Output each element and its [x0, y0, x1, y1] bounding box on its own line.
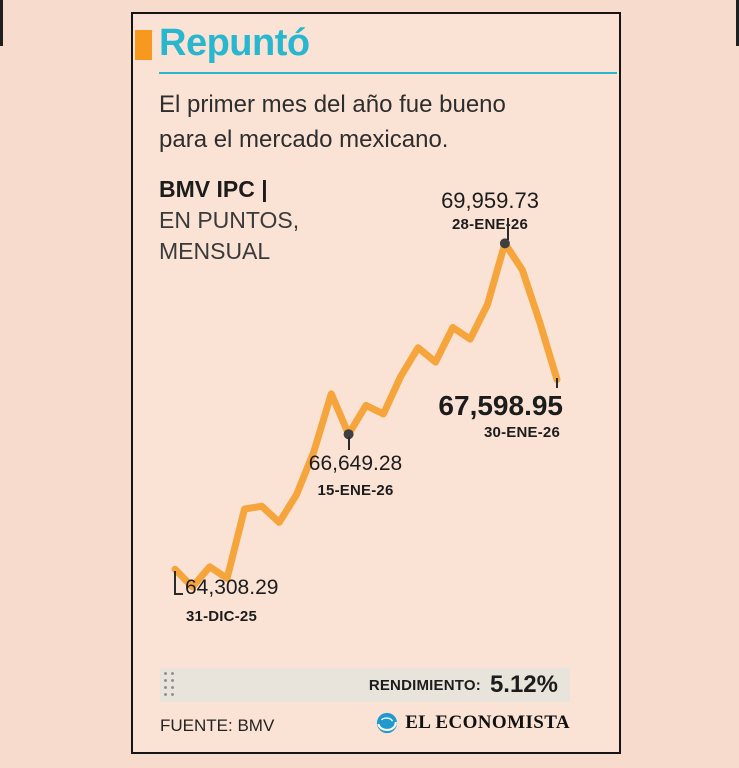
units-label-line-1: EN PUNTOS, [159, 207, 300, 234]
series-label: BMV IPC | EN PUNTOS, MENSUAL [159, 174, 299, 267]
index-name: BMV IPC [159, 176, 255, 202]
source-label: FUENTE: BMV [160, 716, 275, 735]
annotation-end-date: 30-ENE-26 [483, 424, 560, 441]
annotation-start-value: 64,308.29 [185, 576, 279, 599]
index-name-label: BMV IPC | [159, 174, 299, 205]
chart-title: Repuntó [159, 22, 310, 64]
dotted-pattern [162, 670, 176, 700]
return-value: 5.12% [489, 671, 558, 698]
subtitle-line-2: para el mercado mexicano. [159, 125, 449, 153]
units-label-line-2: MENSUAL [159, 238, 271, 265]
annotation-end-value: 67,598.95 [438, 390, 563, 421]
brand-logo: EL ECONOMISTA [376, 712, 570, 734]
crop-mark-right [736, 0, 739, 46]
brand-name: EL ECONOMISTA [405, 712, 570, 733]
annotation-mid-tick [348, 437, 350, 450]
annotation-start-tick [174, 571, 183, 595]
subtitle-line-1: El primer mes del año fue bueno [159, 91, 506, 118]
annotation-mid-value: 66,649.28 [308, 452, 403, 475]
return-label: RENDIMIENTO: [368, 676, 481, 694]
annotation-peak-date: 28-ENE-26 [451, 216, 528, 233]
ipc-line-chart [171, 238, 561, 591]
brand-globe-icon [377, 712, 398, 734]
annotation-end-tick [556, 378, 558, 388]
title-accent-square [135, 30, 152, 60]
infographic-card: Repuntó El primer mes del año fue bueno … [131, 12, 621, 754]
chart-subtitle: El primer mes del año fue bueno para el … [159, 88, 506, 158]
annotation-start-date: 31-DIC-25 [186, 608, 257, 625]
annotation-peak-value: 69,959.73 [441, 188, 539, 213]
annotation-peak-tick [507, 218, 509, 240]
annotation-mid-date: 15-ENE-26 [317, 482, 394, 499]
chart-area [153, 185, 603, 625]
crop-mark-left [0, 0, 3, 46]
return-bar: RENDIMIENTO: 5.12% [160, 668, 570, 702]
pipe-separator: | [261, 176, 268, 202]
title-underline [159, 72, 617, 74]
